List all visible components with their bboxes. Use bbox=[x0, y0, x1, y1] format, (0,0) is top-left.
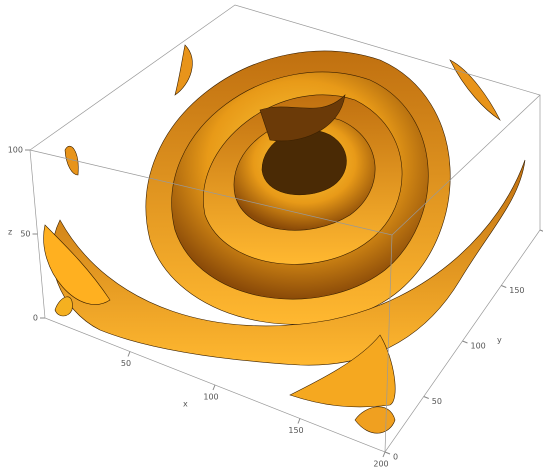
x-tick-label: 100 bbox=[203, 393, 218, 402]
y-axis-label: y bbox=[497, 336, 502, 345]
y-tick-label: 100 bbox=[471, 342, 486, 351]
y-tick bbox=[462, 340, 468, 344]
z-tick-label: 50 bbox=[20, 230, 30, 239]
x-tick-label: 50 bbox=[121, 359, 131, 368]
y-tick-label: 150 bbox=[509, 286, 524, 295]
surface bbox=[43, 44, 526, 434]
x-tick-label: 150 bbox=[288, 426, 303, 435]
x-tick bbox=[297, 418, 301, 424]
y-tick bbox=[501, 285, 507, 288]
x-tick-label: 200 bbox=[373, 460, 388, 467]
y-tick bbox=[423, 396, 429, 399]
x-tick bbox=[127, 351, 131, 357]
z-tick-label: 0 bbox=[33, 314, 38, 323]
y-tick-label: 50 bbox=[432, 397, 442, 406]
x-tick bbox=[212, 384, 216, 391]
z-axis-label: z bbox=[8, 228, 12, 237]
x-axis-label: x bbox=[183, 400, 188, 409]
y-tick-label: 0 bbox=[393, 453, 398, 462]
y-tick bbox=[384, 451, 391, 455]
z-tick-label: 100 bbox=[8, 146, 23, 155]
x-tick bbox=[382, 451, 386, 458]
